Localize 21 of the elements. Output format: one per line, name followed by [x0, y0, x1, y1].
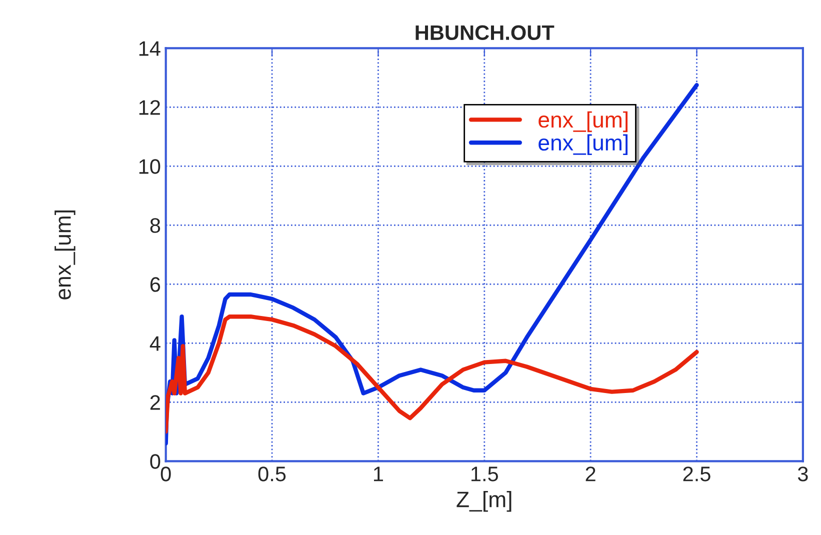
x-tick-label: 1.5 [472, 466, 498, 482]
y-axis-title: enx_[um] [54, 210, 76, 300]
chart-title: HBUNCH.OUT [416, 25, 554, 40]
x-axis-title: Z_[m] [456, 491, 512, 512]
y-tick-label: 2 [150, 395, 160, 410]
legend-label: enx_[um] [538, 134, 628, 156]
y-tick-label: 8 [150, 218, 160, 233]
y-tick-label: 10 [139, 159, 160, 174]
x-tick-label: 2.5 [683, 466, 710, 482]
y-tick-label: 14 [139, 41, 160, 56]
y-tick-label: 12 [139, 100, 160, 115]
line-series [166, 314, 699, 434]
legend-label: enx_[um] [538, 111, 628, 132]
y-tick-label: 6 [150, 277, 160, 292]
x-tick-label: 2 [586, 466, 596, 482]
y-tick-label: 4 [150, 336, 160, 351]
x-tick-label: 1 [374, 466, 383, 482]
x-tick-label: 0 [160, 466, 171, 482]
y-tick-label: 0 [150, 454, 160, 469]
x-tick-label: 3 [798, 466, 808, 482]
x-tick-label: 0.5 [258, 466, 286, 482]
